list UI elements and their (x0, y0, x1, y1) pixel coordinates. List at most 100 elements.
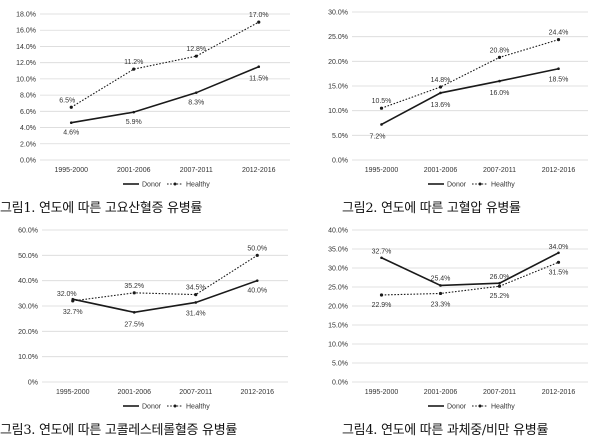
x-tick-label: 1995-2000 (56, 389, 90, 396)
x-tick-label: 2007-2011 (483, 389, 516, 396)
chart-2-svg: 0.0% 5.0% 10.0% 15.0% 20.0% 25.0% 30.0% 1995-20… (328, 10, 588, 189)
y-tick-label: 20.0% (328, 59, 348, 66)
donor-point (439, 284, 442, 287)
donor-data-label: 34.0% (549, 244, 569, 251)
legend-healthy-label: Healthy (491, 404, 515, 411)
healthy-data-label: 17.0% (249, 12, 269, 19)
donor-point (194, 301, 198, 304)
donor-data-label: 40.0% (247, 288, 267, 295)
healthy-series-line (381, 261, 559, 296)
healthy-data-label: 35.2% (124, 283, 144, 290)
donor-point (255, 279, 259, 282)
donor-data-label: 32.7% (63, 309, 83, 316)
healthy-point (71, 299, 75, 303)
donor-data-label: 5.9% (126, 119, 142, 126)
y-tick-label: 10.0% (16, 76, 36, 83)
x-tick-label: 2007-2011 (180, 167, 213, 174)
chart-1-svg: 0.0% 2.0% 4.0% 6.0% 8.0% 10.0% 12.0% 14.0% 16.0%… (16, 12, 290, 189)
x-tick-label: 2012-2016 (242, 167, 276, 174)
y-tick-label: 35.0% (328, 247, 348, 254)
x-tick-label: 1995-2000 (365, 167, 399, 174)
y-tick-label: 18.0% (16, 12, 36, 19)
donor-data-label: 26.0% (490, 274, 510, 281)
y-tick-label: 8.0% (20, 93, 36, 100)
donor-point (557, 251, 560, 255)
healthy-data-label: 25.2% (490, 293, 510, 300)
legend-healthy-marker (173, 404, 177, 408)
y-tick-label: 0.0% (332, 380, 348, 387)
x-tick-label: 2007-2011 (179, 389, 212, 396)
x-tick-label: 2012-2016 (241, 389, 275, 396)
x-tick-label: 2001-2006 (118, 389, 152, 396)
donor-point (132, 110, 136, 114)
healthy-point (255, 253, 259, 257)
healthy-point (69, 105, 73, 109)
donor-point (380, 256, 383, 260)
legend-donor-label: Donor (142, 404, 162, 411)
healthy-data-label: 6.5% (59, 97, 75, 104)
chart-panel-1: 0.0% 2.0% 4.0% 6.0% 8.0% 10.0% 12.0% 14.0% 16.0%… (0, 0, 300, 224)
x-tick-label: 2001-2006 (424, 167, 458, 174)
healthy-point (132, 67, 136, 71)
healthy-data-label: 14.8% (431, 77, 451, 84)
donor-series-line (71, 65, 260, 124)
chart-4-caption: 그림4. 연도에 따른 과체중/비만 유병률 (342, 423, 549, 438)
y-tick-label: 10.0% (18, 354, 38, 361)
donor-data-label: 16.0% (490, 90, 510, 97)
y-tick-label: 60.0% (18, 228, 38, 235)
donor-point (439, 91, 442, 95)
healthy-data-label: 11.2% (124, 59, 143, 66)
chart-panel-3: 0% 10.0% 20.0% 30.0% 40.0% 50.0% 60.0% 1995-200… (0, 222, 300, 446)
donor-data-label: 13.6% (431, 102, 451, 109)
y-tick-label: 12.0% (16, 60, 36, 67)
y-tick-label: 5.0% (332, 133, 348, 140)
healthy-data-label: 20.8% (490, 47, 510, 54)
chart-3-svg: 0% 10.0% 20.0% 30.0% 40.0% 50.0% 60.0% 1995-200… (18, 228, 288, 411)
healthy-series-line (72, 254, 258, 302)
chart-panel-2: 0.0% 5.0% 10.0% 15.0% 20.0% 25.0% 30.0% 1995-20… (300, 0, 600, 224)
x-tick-label: 1995-2000 (55, 167, 89, 174)
donor-data-label: 31.4% (186, 310, 206, 317)
healthy-data-label: 31.5% (549, 269, 569, 276)
legend-donor-label: Donor (142, 182, 162, 189)
healthy-point (132, 291, 136, 295)
donor-data-label: 8.3% (188, 100, 204, 107)
chart-panel-4: 0.0% 5.0% 10.0% 15.0% 20.0% 25.0% 30.0% 35.0% 40… (300, 222, 600, 446)
y-tick-label: 40.0% (18, 278, 38, 285)
y-tick-label: 20.0% (18, 329, 38, 336)
healthy-point (556, 38, 561, 42)
donor-data-label: 11.5% (249, 76, 268, 83)
donor-data-label: 18.5% (549, 77, 569, 84)
y-tick-label: 50.0% (18, 253, 38, 260)
legend-healthy-marker (478, 182, 482, 186)
healthy-data-label: 10.5% (372, 98, 392, 105)
y-tick-label: 16.0% (16, 28, 36, 35)
donor-data-label: 25.4% (431, 275, 451, 282)
y-tick-label: 30.0% (328, 10, 348, 17)
donor-data-label: 27.5% (124, 321, 144, 328)
y-tick-label: 0.0% (332, 158, 348, 165)
legend-healthy-label: Healthy (491, 182, 515, 189)
x-tick-label: 1995-2000 (365, 389, 399, 396)
donor-point (257, 65, 261, 69)
donor-point (194, 91, 198, 94)
donor-point (132, 311, 136, 314)
y-tick-label: 25.0% (328, 285, 348, 292)
chart-4-svg: 0.0% 5.0% 10.0% 15.0% 20.0% 25.0% 30.0% 35.0% 40… (328, 228, 588, 411)
y-tick-label: 10.0% (328, 108, 348, 115)
y-tick-label: 10.0% (328, 342, 348, 349)
donor-point (498, 281, 501, 285)
healthy-series-line (70, 21, 260, 108)
healthy-data-label: 12.8% (186, 46, 206, 53)
healthy-data-label: 50.0% (247, 245, 267, 252)
legend-healthy-marker (173, 182, 177, 186)
healthy-point (438, 291, 443, 296)
healthy-point (497, 55, 502, 59)
donor-series-line (381, 252, 559, 287)
y-tick-label: 2.0% (20, 141, 36, 148)
x-tick-label: 2001-2006 (117, 167, 151, 174)
chart-3-caption: 그림3. 연도에 따른 고콜레스테롤혈증 유병률 (0, 423, 238, 438)
donor-point (69, 121, 73, 124)
donor-point (557, 67, 560, 71)
y-tick-label: 15.0% (328, 84, 348, 91)
